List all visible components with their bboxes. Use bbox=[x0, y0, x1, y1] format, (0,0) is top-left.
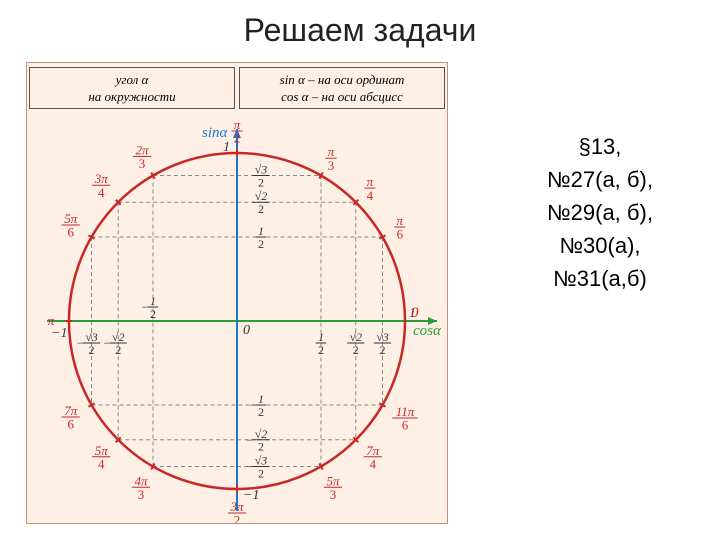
svg-text:−: − bbox=[142, 300, 149, 314]
header-left: угол α на окружности bbox=[29, 67, 235, 109]
svg-text:2: 2 bbox=[234, 131, 241, 146]
task-list-item: №30(а), bbox=[500, 229, 700, 262]
svg-text:2: 2 bbox=[353, 343, 359, 357]
task-list-item: §13, bbox=[500, 130, 700, 163]
svg-text:6: 6 bbox=[67, 225, 74, 240]
svg-text:2: 2 bbox=[234, 513, 241, 523]
svg-text:4: 4 bbox=[370, 456, 377, 471]
svg-text:2: 2 bbox=[258, 175, 264, 189]
page-title: Решаем задачи bbox=[0, 12, 720, 49]
header-right-line2: cos α – на оси абсцисс bbox=[240, 89, 444, 106]
svg-text:2: 2 bbox=[258, 466, 264, 480]
svg-text:2: 2 bbox=[150, 307, 156, 321]
svg-text:0: 0 bbox=[243, 323, 250, 338]
svg-text:3: 3 bbox=[139, 156, 146, 171]
svg-text:2: 2 bbox=[379, 343, 385, 357]
svg-text:4: 4 bbox=[98, 456, 105, 471]
svg-text:2: 2 bbox=[318, 343, 324, 357]
svg-text:0: 0 bbox=[411, 305, 419, 321]
unit-circle-diagram: угол α на окружности sin α – на оси орди… bbox=[26, 62, 448, 524]
svg-text:−: − bbox=[77, 336, 84, 350]
task-list-item: №27(а, б), bbox=[500, 163, 700, 196]
svg-text:4: 4 bbox=[367, 188, 374, 203]
diagram-header: угол α на окружности sin α – на оси орди… bbox=[27, 63, 447, 113]
svg-text:−: − bbox=[246, 433, 253, 447]
svg-text:6: 6 bbox=[397, 227, 404, 242]
svg-text:3: 3 bbox=[330, 487, 337, 502]
svg-text:3: 3 bbox=[138, 487, 145, 502]
header-right-line1: sin α – на оси ординат bbox=[240, 72, 444, 89]
task-list: §13,№27(а, б),№29(а, б),№30(а),№31(а,б) bbox=[500, 130, 700, 295]
task-list-item: №29(а, б), bbox=[500, 196, 700, 229]
svg-text:1: 1 bbox=[223, 140, 230, 155]
unit-circle-svg: π6π4π3π22π33π45π6π7π65π44π33π25π37π411π6… bbox=[27, 119, 447, 523]
svg-text:−1: −1 bbox=[243, 488, 259, 503]
svg-text:2: 2 bbox=[258, 440, 264, 454]
svg-text:−: − bbox=[250, 398, 257, 412]
header-left-line2: на окружности bbox=[30, 89, 234, 106]
svg-text:sinα: sinα bbox=[202, 125, 229, 141]
header-right: sin α – на оси ординат cos α – на оси аб… bbox=[239, 67, 445, 109]
svg-text:−1: −1 bbox=[51, 326, 67, 341]
svg-text:4: 4 bbox=[98, 185, 105, 200]
svg-text:2: 2 bbox=[89, 343, 95, 357]
svg-text:6: 6 bbox=[67, 417, 74, 432]
svg-text:6: 6 bbox=[402, 418, 409, 433]
svg-text:2: 2 bbox=[258, 405, 264, 419]
svg-text:3: 3 bbox=[328, 158, 335, 173]
header-left-line1: угол α bbox=[30, 72, 234, 89]
svg-text:2: 2 bbox=[258, 237, 264, 251]
svg-text:2: 2 bbox=[115, 343, 121, 357]
svg-text:cosα: cosα bbox=[413, 323, 442, 339]
svg-text:−: − bbox=[246, 459, 253, 473]
svg-text:2: 2 bbox=[258, 202, 264, 216]
svg-text:−: − bbox=[104, 336, 111, 350]
task-list-item: №31(а,б) bbox=[500, 262, 700, 295]
